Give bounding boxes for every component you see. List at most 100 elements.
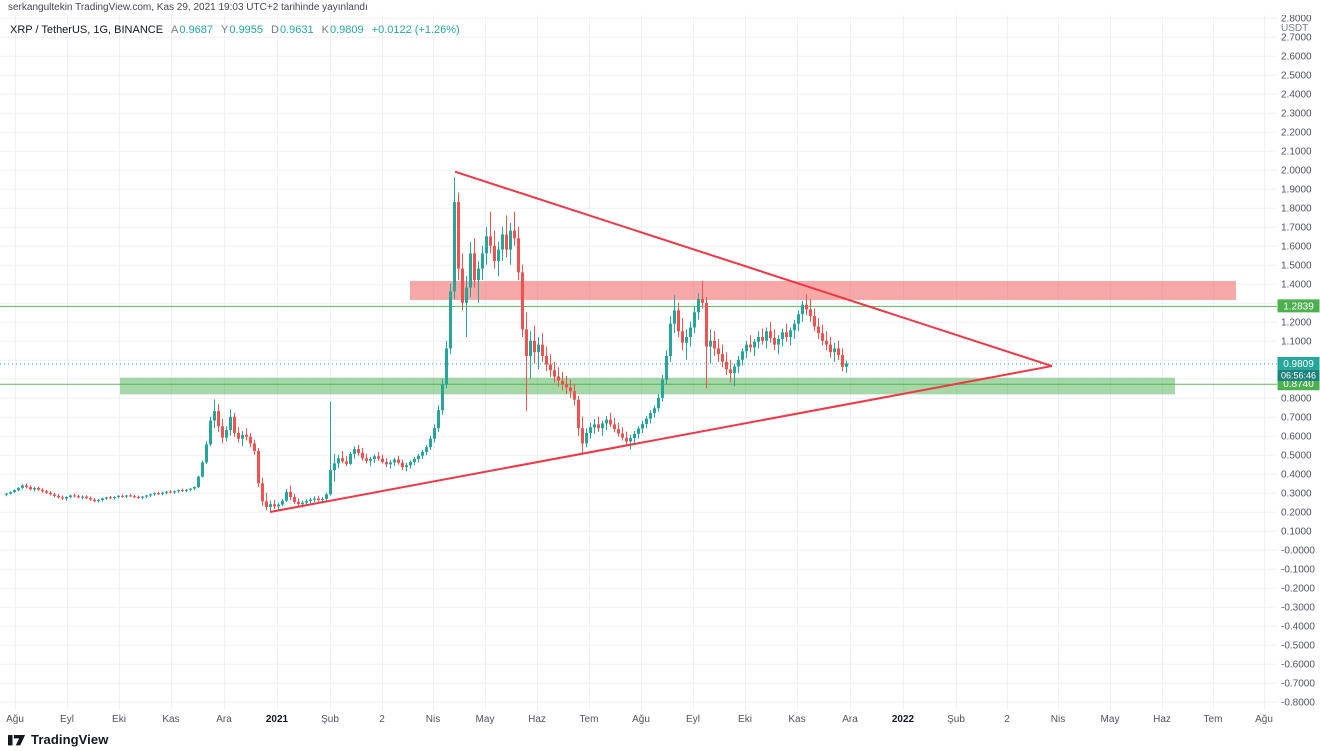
candle-body [213, 411, 216, 421]
candle-body [365, 458, 368, 461]
candle-body [641, 424, 644, 429]
support-zone[interactable] [120, 377, 1175, 395]
candle-body [593, 424, 596, 428]
publish-info-text: serkangultekin TradingView.com, Kas 29, … [8, 2, 368, 13]
candle-body [201, 462, 204, 477]
candle-body [305, 501, 308, 503]
resistance-zone[interactable] [410, 280, 1236, 300]
candle-body [197, 476, 200, 488]
candle-body [369, 458, 372, 461]
candle-body [501, 234, 504, 250]
candle-body [569, 387, 572, 392]
candle-body [297, 501, 300, 505]
y-axis-tick-label: 2.2000 [1281, 127, 1312, 138]
candle-body [697, 299, 700, 313]
symbol-title[interactable]: XRP / TetherUS, 1G, BINANCE [10, 24, 164, 36]
candle-body [309, 499, 312, 502]
candle-body [253, 443, 256, 451]
candle-body [405, 465, 408, 468]
candle-body [385, 462, 388, 465]
candle-body [145, 495, 148, 497]
candle-body [649, 413, 652, 419]
x-axis-tick-label: Eyl [60, 714, 74, 725]
candle-body [613, 424, 616, 430]
x-axis-tick-label: 2022 [892, 714, 915, 725]
candle-body [149, 494, 152, 496]
y-axis-tick-label: -0.3000 [1281, 602, 1315, 613]
candle-body [301, 502, 304, 505]
candle-body [381, 458, 384, 463]
candle-body [85, 496, 88, 499]
candle-body [209, 420, 212, 445]
candle-body [57, 495, 60, 498]
ascending-trendline[interactable] [269, 365, 1053, 513]
tradingview-logo-icon[interactable] [8, 731, 26, 749]
candle-body [841, 355, 844, 367]
candle-body [677, 310, 680, 332]
candle-body [49, 492, 52, 495]
candle-body [721, 354, 724, 362]
candle-body [561, 380, 564, 385]
y-axis-tick-label: 1.9000 [1281, 184, 1312, 195]
candle-body [413, 458, 416, 463]
candle-body [281, 500, 284, 505]
candle-body [353, 449, 356, 454]
candle-body [781, 332, 784, 339]
y-axis-tick-label: -0.2000 [1281, 583, 1315, 594]
candle-body [521, 272, 524, 330]
descending-trendline[interactable] [454, 170, 1053, 368]
candle-body [89, 498, 92, 500]
candle-body [541, 344, 544, 356]
candle-body [133, 496, 136, 498]
candle-body [177, 490, 180, 492]
candle-body [277, 504, 280, 507]
footer-bar: TradingView [0, 728, 1320, 751]
candle-body [657, 397, 660, 409]
candle-body [637, 428, 640, 434]
candle-body [741, 351, 744, 360]
candle-body [437, 410, 440, 429]
candle-body [341, 458, 344, 462]
price-label-current-text: 0.9809 [1283, 359, 1314, 370]
candle-body [713, 340, 716, 349]
candle-body [185, 489, 188, 491]
candle-body [265, 501, 268, 508]
candle-body [497, 249, 500, 261]
price-label-resistance-text: 1.2839 [1283, 301, 1314, 312]
x-axis-tick-label: Eyl [686, 714, 700, 725]
candle-body [321, 498, 324, 501]
candle-body [77, 496, 80, 498]
candle-body [217, 411, 220, 427]
x-axis-tick-label: Şub [947, 714, 965, 725]
candle-body [293, 496, 296, 502]
x-axis-tick-label: Ağu [632, 714, 650, 725]
x-axis-tick-label: Tem [580, 714, 599, 725]
candle-body [453, 202, 456, 292]
candle-body [225, 430, 228, 438]
candle-body [509, 230, 512, 250]
candle-body [489, 236, 492, 246]
candle-body [189, 488, 192, 490]
x-axis-tick-label: Şub [321, 714, 339, 725]
candle-body [705, 302, 708, 347]
footer-brand-text[interactable]: TradingView [31, 732, 109, 747]
chart-legend[interactable]: XRP / TetherUS, 1G, BINANCE A 0.9687 Y 0.9… [10, 24, 460, 36]
candle-body [785, 332, 788, 337]
legend-open: A 0.9687 [171, 24, 214, 36]
x-axis-tick-label: Nis [1051, 714, 1065, 725]
candle-body [41, 489, 44, 492]
y-axis-tick-label: -0.5000 [1281, 640, 1315, 651]
y-axis-tick-label: 1.6000 [1281, 241, 1312, 252]
y-axis-tick-label: 1.5000 [1281, 260, 1312, 271]
candle-body [609, 419, 612, 425]
candle-body [689, 327, 692, 337]
candle-body [65, 496, 68, 499]
candle-body [125, 495, 128, 497]
candle-body [249, 436, 252, 444]
candle-body [525, 329, 528, 356]
candle-body [93, 499, 96, 502]
candle-body [581, 428, 584, 444]
candle-body [557, 376, 560, 381]
candle-body [421, 451, 424, 456]
